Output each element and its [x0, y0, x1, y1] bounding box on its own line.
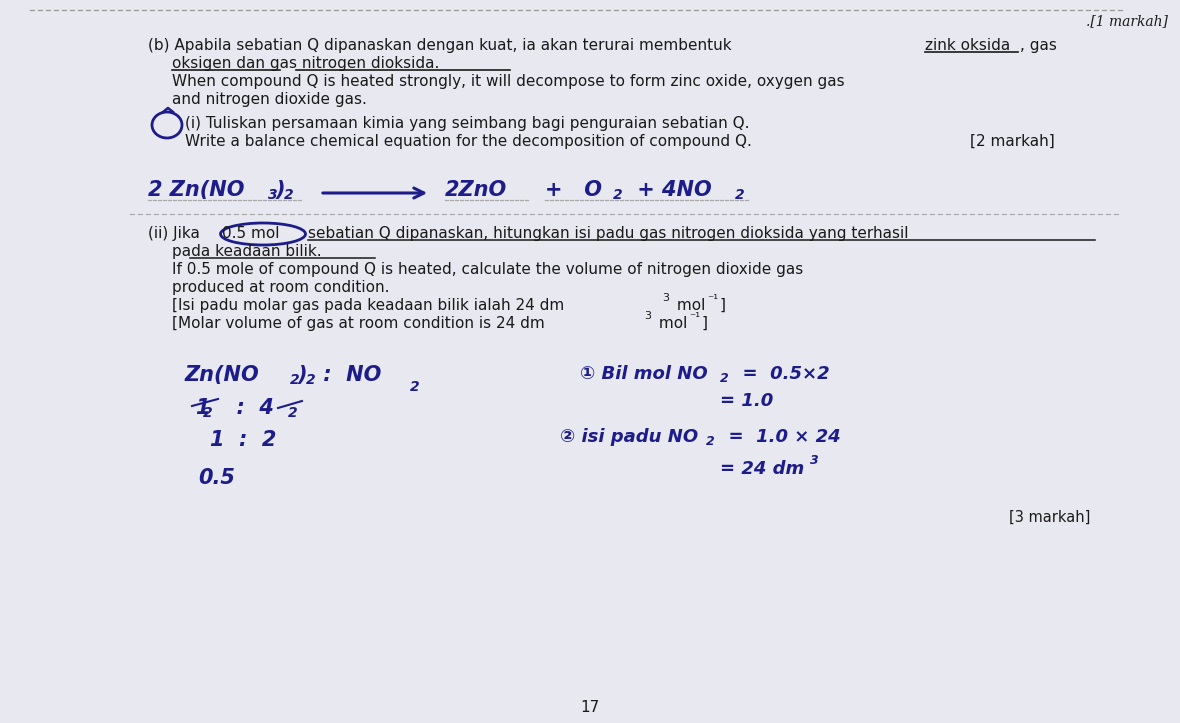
- Text: 2ZnO: 2ZnO: [445, 180, 507, 200]
- Text: (i) Tuliskan persamaan kimia yang seimbang bagi penguraian sebatian Q.: (i) Tuliskan persamaan kimia yang seimba…: [185, 116, 749, 131]
- Text: [Isi padu molar gas pada keadaan bilik ialah 24 dm: [Isi padu molar gas pada keadaan bilik i…: [172, 298, 564, 313]
- Text: 2: 2: [612, 188, 623, 202]
- Text: zink oksida: zink oksida: [925, 38, 1010, 53]
- Text: 3: 3: [662, 293, 669, 303]
- Text: ⁻¹: ⁻¹: [689, 311, 700, 324]
- Text: 3: 3: [809, 454, 819, 467]
- Text: (b) Apabila sebatian Q dipanaskan dengan kuat, ia akan terurai membentuk: (b) Apabila sebatian Q dipanaskan dengan…: [148, 38, 736, 53]
- Text: oksigen dan gas nitrogen dioksida.: oksigen dan gas nitrogen dioksida.: [172, 56, 439, 71]
- Text: and nitrogen dioxide gas.: and nitrogen dioxide gas.: [172, 92, 367, 107]
- Text: 2: 2: [203, 406, 212, 420]
- Text: ② isi padu NO: ② isi padu NO: [560, 428, 699, 446]
- Text: 2: 2: [288, 406, 297, 420]
- Text: ⁻¹: ⁻¹: [707, 293, 719, 306]
- Text: 0.5: 0.5: [198, 468, 235, 488]
- Text: .[1 markah]: .[1 markah]: [1086, 14, 1168, 28]
- Text: [3 markah]: [3 markah]: [1009, 510, 1090, 525]
- Text: , gas: , gas: [1020, 38, 1057, 53]
- Text: mol: mol: [654, 316, 688, 331]
- Text: When compound Q is heated strongly, it will decompose to form zinc oxide, oxygen: When compound Q is heated strongly, it w…: [172, 74, 845, 89]
- Text: =  1.0 × 24: = 1.0 × 24: [716, 428, 840, 446]
- Text: Write a balance chemical equation for the decomposition of compound Q.: Write a balance chemical equation for th…: [185, 134, 752, 149]
- Text: produced at room condition.: produced at room condition.: [172, 280, 389, 295]
- Text: :  4: : 4: [222, 398, 274, 418]
- Text: 1  :  2: 1 : 2: [210, 430, 276, 450]
- Text: =  0.5×2: = 0.5×2: [730, 365, 830, 383]
- Text: mol: mol: [671, 298, 706, 313]
- Text: 2 Zn(NO: 2 Zn(NO: [148, 180, 244, 200]
- Text: 3: 3: [268, 188, 277, 202]
- Text: (ii) Jika: (ii) Jika: [148, 226, 199, 241]
- Text: [Molar volume of gas at room condition is 24 dm: [Molar volume of gas at room condition i…: [172, 316, 545, 331]
- Text: = 1.0: = 1.0: [720, 392, 773, 410]
- Text: Zn(NO: Zn(NO: [185, 365, 260, 385]
- Text: 17: 17: [581, 700, 599, 715]
- Text: ① Bil mol NO: ① Bil mol NO: [581, 365, 708, 383]
- Text: If 0.5 mole of compound Q is heated, calculate the volume of nitrogen dioxide ga: If 0.5 mole of compound Q is heated, cal…: [172, 262, 804, 277]
- Text: 2: 2: [409, 380, 420, 394]
- Text: 3: 3: [644, 311, 651, 321]
- Text: 2: 2: [706, 435, 715, 448]
- Text: = 24 dm: = 24 dm: [720, 460, 805, 478]
- Text: [2 markah]: [2 markah]: [970, 134, 1055, 149]
- Text: 2: 2: [284, 188, 294, 202]
- Text: ): ): [299, 365, 308, 385]
- Text: ): ): [276, 180, 286, 200]
- Text: sebatian Q dipanaskan, hitungkan isi padu gas nitrogen dioksida yang terhasil: sebatian Q dipanaskan, hitungkan isi pad…: [308, 226, 909, 241]
- Text: 2: 2: [290, 373, 300, 387]
- Text: + 4NO: + 4NO: [630, 180, 712, 200]
- Text: ]: ]: [702, 316, 708, 331]
- Text: ]: ]: [720, 298, 726, 313]
- Text: 1: 1: [195, 398, 210, 418]
- Text: :  NO: : NO: [316, 365, 381, 385]
- Text: 2: 2: [735, 188, 745, 202]
- Text: 2: 2: [720, 372, 729, 385]
- Text: pada keadaan bilik.: pada keadaan bilik.: [172, 244, 322, 259]
- Text: +   O: + O: [545, 180, 602, 200]
- Text: 2: 2: [306, 373, 315, 387]
- Text: 0.5 mol: 0.5 mol: [222, 226, 280, 241]
